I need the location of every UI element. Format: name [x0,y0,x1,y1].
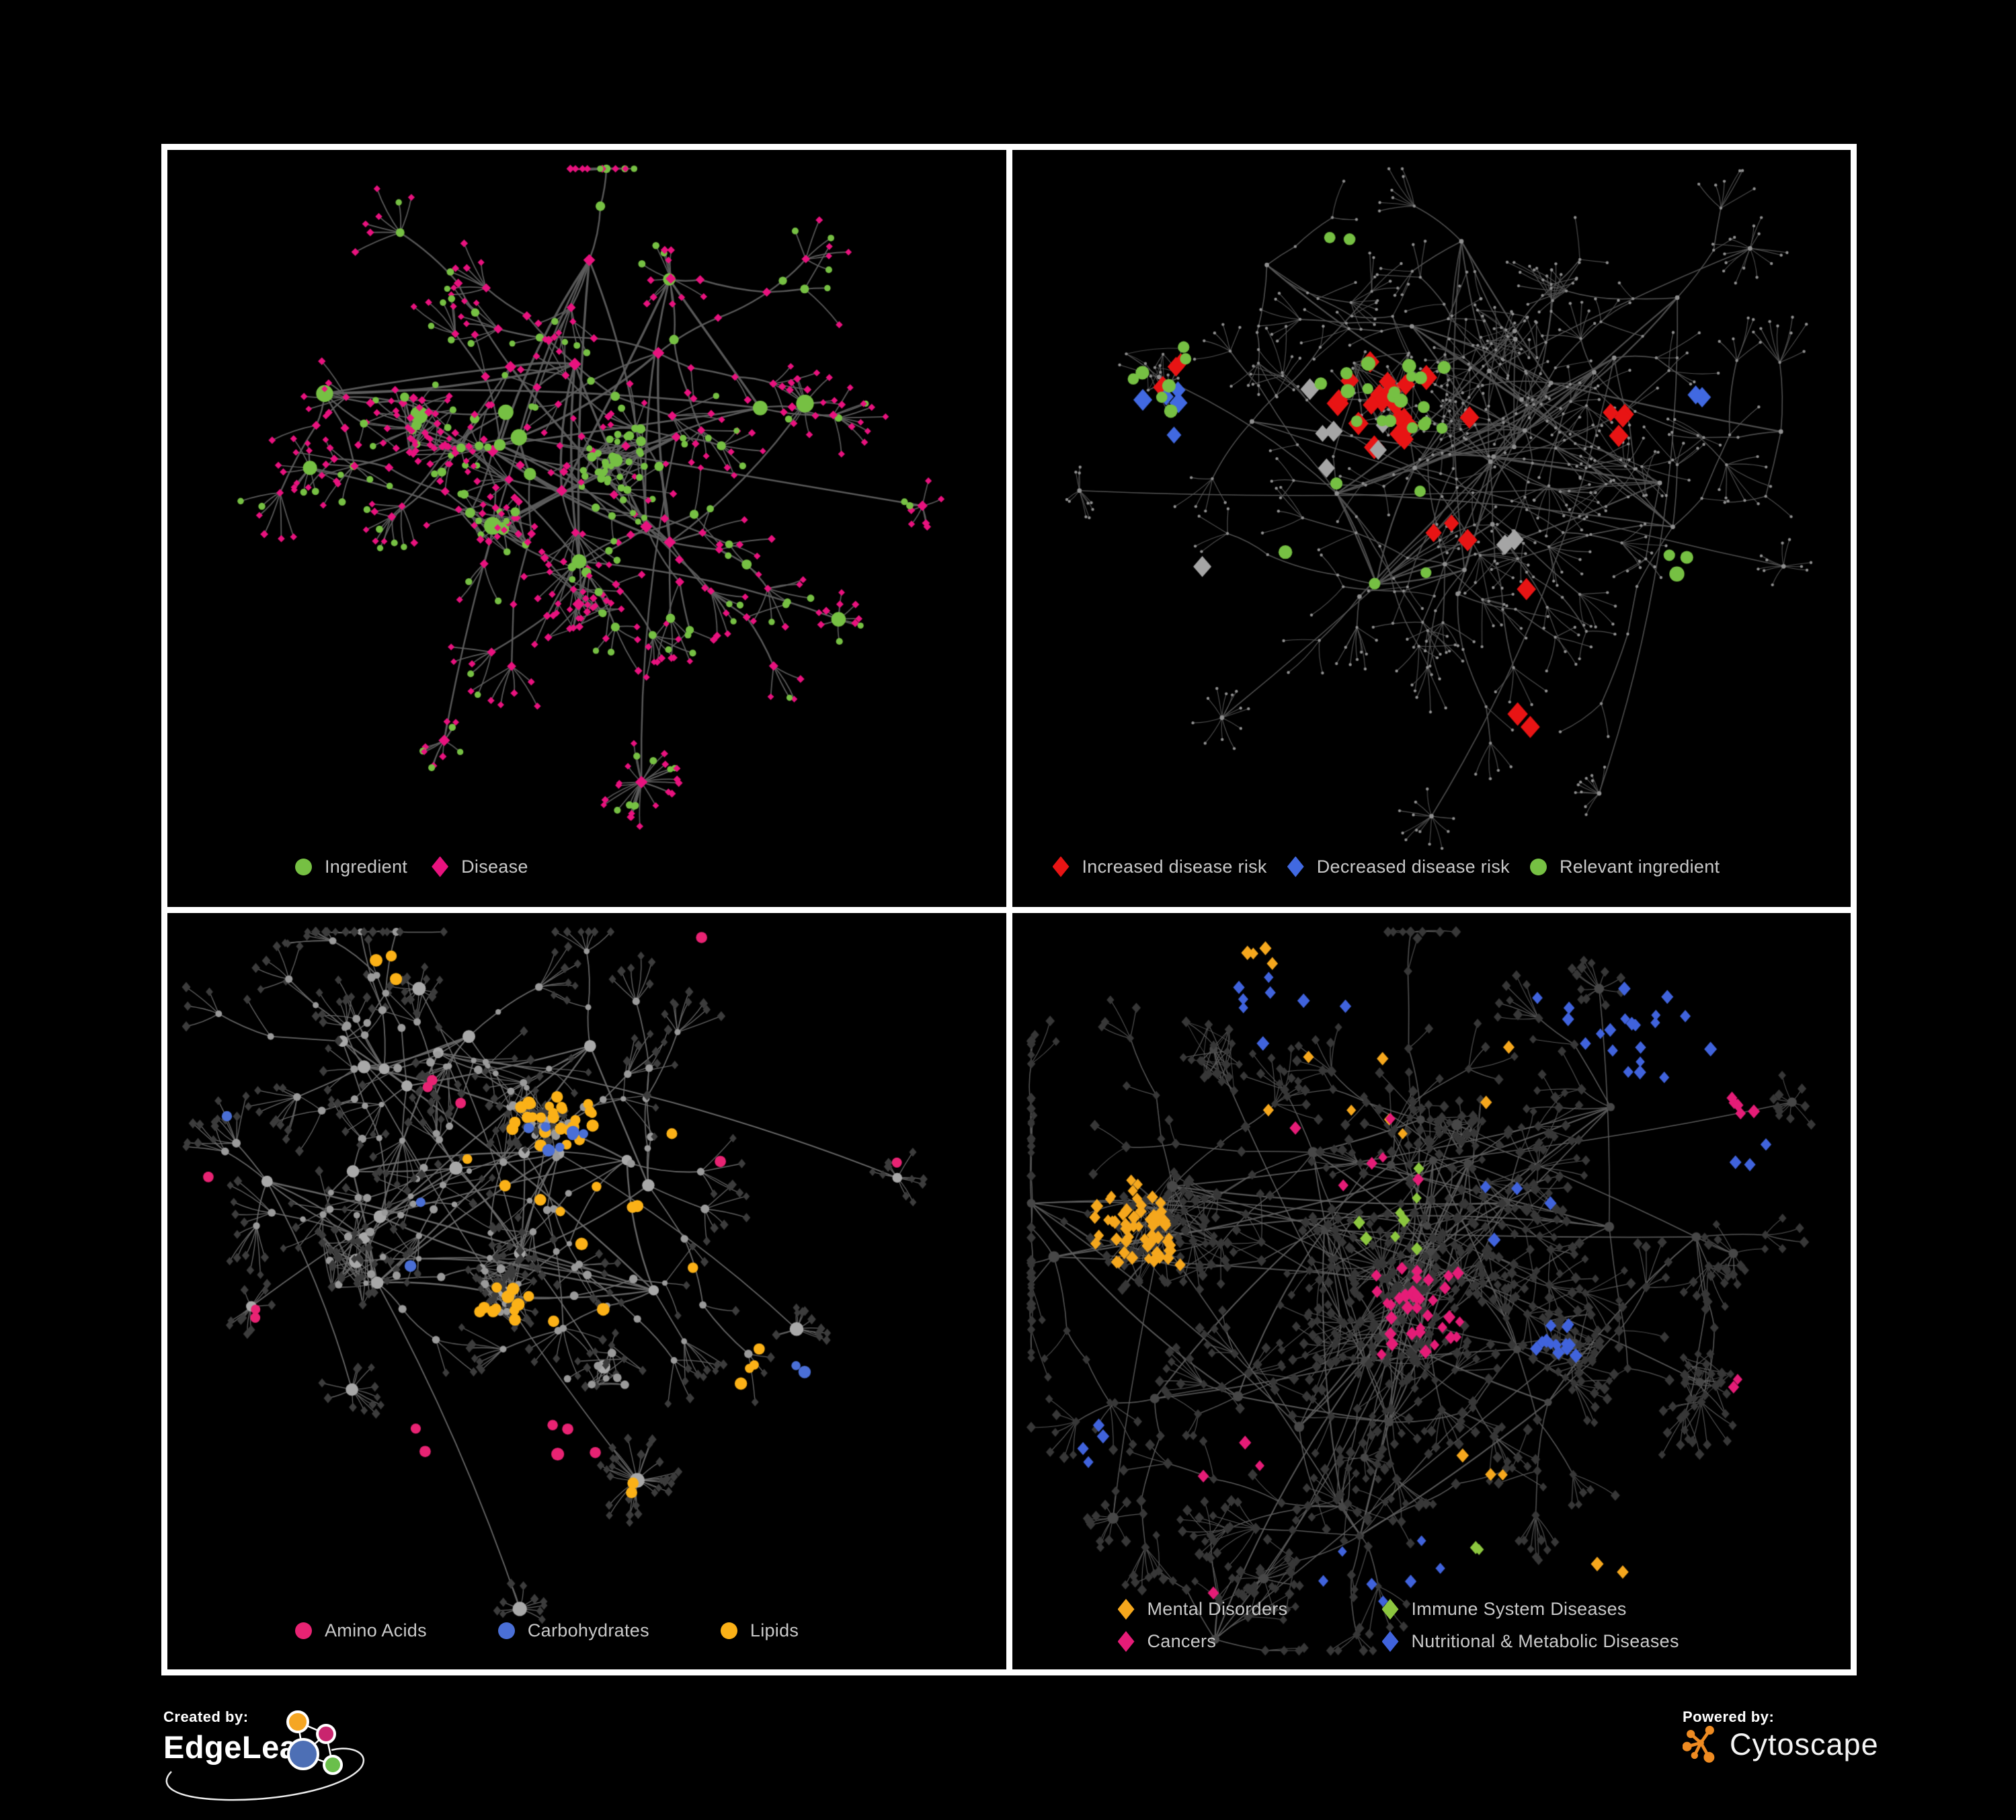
cytoscape-wordmark: Cytoscape [1730,1727,1879,1762]
legend-item-nutritional-metabolic: Nutritional & Metabolic Diseases [1381,1631,1679,1652]
legend-label: Lipids [750,1620,799,1640]
legend-item-immune-diseases: Immune System Diseases [1381,1599,1679,1620]
created-by-label: Created by: [163,1708,249,1725]
legend-item-amino-acids: Amino Acids [295,1620,427,1641]
network-canvas-ingredient-disease [167,150,1006,907]
legend-item-mental-disorders: Mental Disorders [1117,1599,1382,1620]
decreased-risk-diamond-icon [1287,856,1304,877]
legend-disease-classes: Mental Disorders Immune System Diseases … [1117,1599,1679,1652]
legend-item-ingredient: Ingredient [295,857,407,877]
carbohydrates-circle-icon [497,1622,515,1639]
legend-label: Mental Disorders [1147,1599,1288,1619]
legend-label: Disease [461,856,528,877]
legend-disease-risk: Increased disease risk Decreased disease… [1052,856,1720,877]
legend-ingredient-disease: Ingredient Disease [295,856,528,877]
legend-label: Immune System Diseases [1411,1599,1627,1619]
immune-diseases-diamond-icon [1381,1599,1399,1620]
relevant-ingredient-circle-icon [1529,858,1547,875]
legend-item-carbohydrates: Carbohydrates [497,1620,649,1641]
legend-label: Carbohydrates [527,1620,649,1640]
legend-label: Relevant ingredient [1559,856,1720,877]
legend-label: Nutritional & Metabolic Diseases [1411,1631,1679,1651]
nutritional-metabolic-diamond-icon [1381,1631,1399,1652]
legend-label: Decreased disease risk [1316,856,1510,877]
network-canvas-nutrient-classes [167,912,1006,1669]
cytoscape-logo-icon [1683,1725,1715,1763]
legend-label: Increased disease risk [1082,856,1267,877]
legend-label: Ingredient [325,856,408,877]
network-canvas-disease-risk [1012,150,1851,907]
panel-disease-risk: Increased disease risk Decreased disease… [1012,150,1851,907]
network-figure-grid: Ingredient Disease Increased disease ris… [161,144,1857,1675]
disease-diamond-icon [432,856,449,877]
cancers-diamond-icon [1117,1631,1135,1652]
lipids-circle-icon [720,1622,737,1639]
panel-disease-classes: Mental Disorders Immune System Diseases … [1012,912,1851,1669]
legend-item-decreased-risk: Decreased disease risk [1287,856,1510,877]
amino-acids-circle-icon [295,1622,312,1639]
legend-item-disease: Disease [432,856,528,877]
legend-item-cancers: Cancers [1117,1631,1382,1652]
legend-label: Cancers [1147,1631,1217,1651]
legend-item-relevant-ingredient: Relevant ingredient [1529,856,1720,877]
legend-nutrient-classes: Amino Acids Carbohydrates Lipids [295,1620,799,1641]
network-canvas-disease-classes [1012,912,1851,1669]
panel-ingredient-disease: Ingredient Disease [167,150,1006,907]
legend-item-lipids: Lipids [720,1620,799,1641]
legend-label: Amino Acids [325,1620,427,1640]
edgeleap-branding: Created by: EdgeLeap [163,1708,405,1809]
edgeleap-logo-icon [286,1710,343,1775]
legend-item-increased-risk: Increased disease risk [1052,856,1267,877]
cytoscape-branding: Powered by: Cytosc [1683,1708,1911,1782]
panel-nutrient-classes: Amino Acids Carbohydrates Lipids [167,912,1006,1669]
ingredient-circle-icon [295,858,312,875]
powered-by-label: Powered by: [1683,1708,1775,1725]
increased-risk-diamond-icon [1052,856,1070,877]
mental-disorders-diamond-icon [1117,1599,1135,1620]
